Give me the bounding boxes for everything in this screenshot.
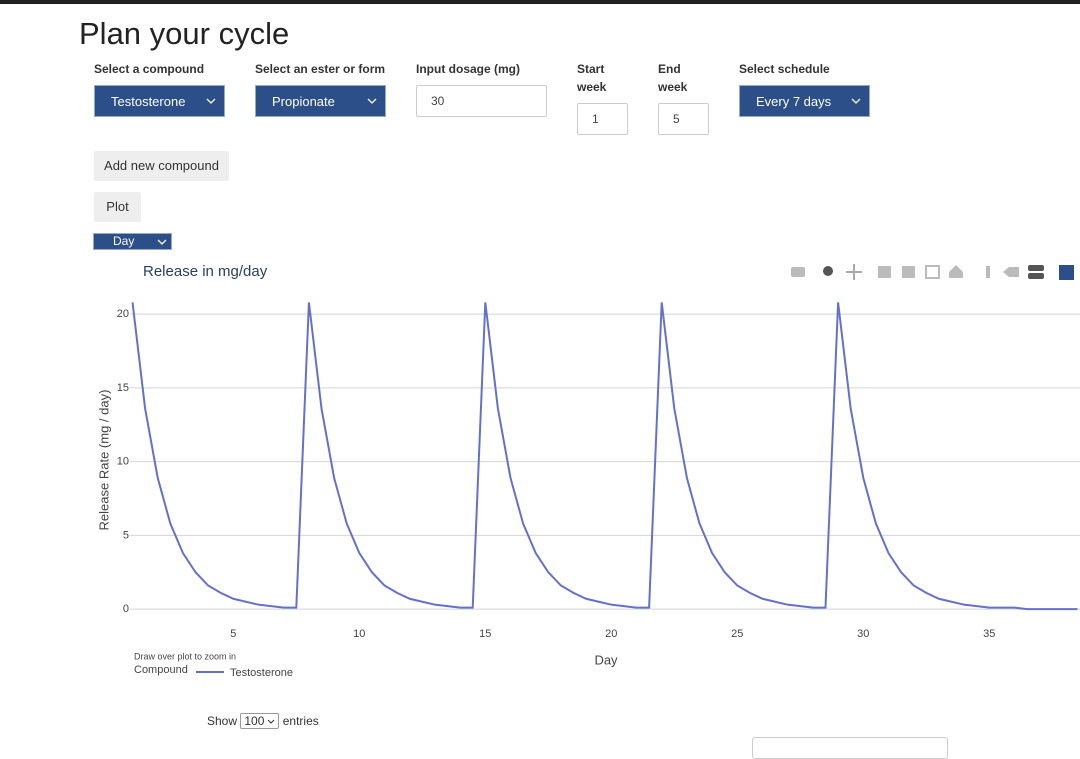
start-week-input[interactable]: 1	[577, 103, 628, 135]
entries-label: entries	[282, 714, 319, 728]
chart: Release in mg/day Draw over plot to zoom…	[96, 263, 1080, 679]
select-value: Propionate	[272, 94, 335, 109]
select-value: Testosterone	[111, 94, 186, 109]
zoom-in-icon[interactable]	[878, 266, 891, 278]
chevron	[206, 98, 216, 104]
series-line	[131, 302, 1078, 611]
y-tick-label: 10	[117, 456, 129, 468]
field-label: Select an ester or form	[255, 62, 386, 76]
chevron	[157, 239, 167, 245]
x-tick-label: 5	[230, 628, 236, 640]
spike-icon[interactable]	[986, 266, 990, 278]
modebar	[791, 264, 1074, 280]
select-value: 100	[244, 714, 265, 728]
page-length-select[interactable]: 100	[240, 713, 280, 729]
zoom-icon[interactable]	[823, 266, 833, 276]
plot-area	[131, 302, 1078, 611]
ester-select[interactable]: Propionate	[255, 85, 386, 117]
y-tick-label: 5	[123, 529, 129, 541]
field-label: Select a compound	[94, 62, 205, 76]
field-label: Select schedule	[739, 62, 830, 76]
y-tick-label: 15	[117, 382, 129, 394]
field-label: End week	[658, 62, 688, 94]
page-title: Plan your cycle	[79, 16, 290, 51]
plotly-logo[interactable]	[1059, 265, 1074, 280]
search-input[interactable]	[752, 737, 948, 759]
chevron	[851, 98, 861, 104]
autoscale-icon[interactable]	[925, 265, 940, 279]
legend-label: Testosterone	[230, 667, 293, 679]
schedule-select[interactable]: Every 7 days	[739, 85, 870, 117]
pan-icon[interactable]	[846, 264, 862, 280]
reset-icon[interactable]	[949, 265, 963, 278]
x-tick-label: 30	[857, 628, 869, 640]
hover-icon[interactable]	[1003, 267, 1019, 277]
x-tick-label: 15	[479, 628, 491, 640]
zoom-out-icon[interactable]	[902, 266, 915, 278]
select-value: Day	[113, 234, 135, 248]
camera-icon[interactable]	[791, 267, 805, 277]
plot-button[interactable]: Plot	[94, 192, 141, 222]
unit-select[interactable]: Day	[93, 233, 172, 250]
select-value: Every 7 days	[756, 94, 832, 109]
field-label: Input dosage (mg)	[416, 62, 520, 76]
y-tick-label: 0	[123, 603, 129, 615]
x-tick-label: 35	[983, 628, 995, 640]
x-tick-label: 25	[731, 628, 743, 640]
field-label: Start week	[577, 62, 607, 94]
chevron	[367, 98, 377, 104]
add-compound-button[interactable]: Add new compound	[94, 151, 229, 181]
top-bar	[0, 0, 1080, 4]
x-tick-label: 10	[353, 628, 365, 640]
x-tick-label: 20	[605, 628, 617, 640]
y-axis-title: Release Rate (mg / day)	[96, 390, 111, 531]
zoom-hint: Draw over plot to zoom in	[134, 651, 236, 661]
dosage-input[interactable]: 30	[416, 85, 547, 117]
chart-title: Release in mg/day	[143, 263, 268, 280]
y-tick-label: 20	[117, 308, 129, 320]
end-week-input[interactable]: 5	[658, 103, 709, 135]
x-axis-title: Day	[594, 652, 618, 667]
compare-icon[interactable]	[1028, 273, 1044, 279]
legend-title: Compound	[134, 664, 188, 676]
chevron	[268, 719, 275, 724]
show-label: Show	[207, 714, 238, 728]
compound-select[interactable]: Testosterone	[94, 85, 225, 117]
compare-icon[interactable]	[1028, 265, 1044, 271]
table-length: Show 100 entries	[207, 713, 319, 729]
